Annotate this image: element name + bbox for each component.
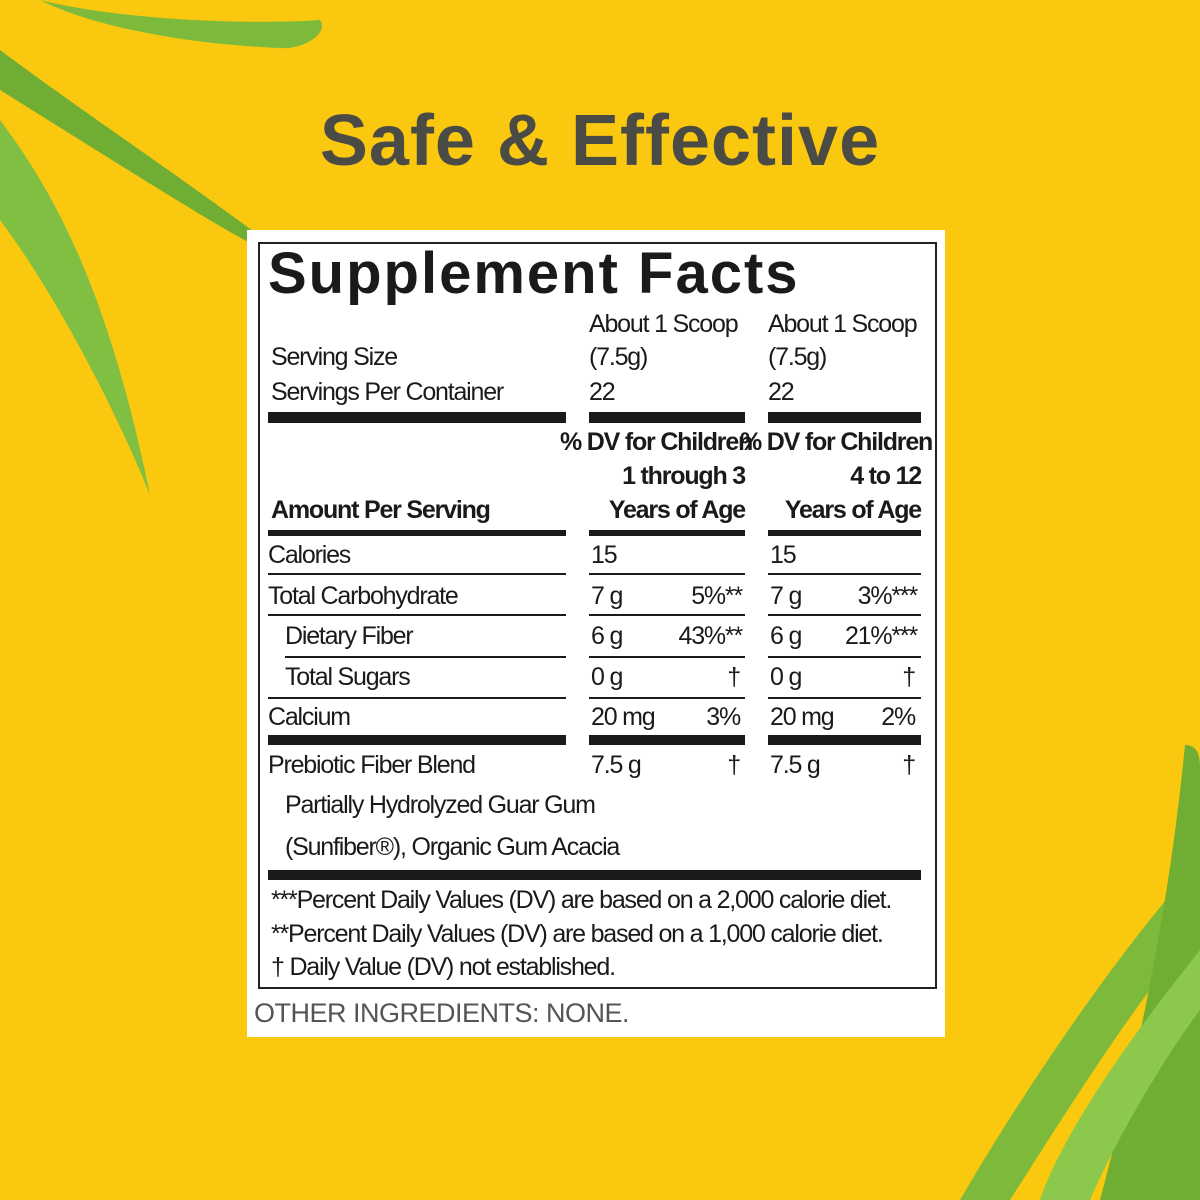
col1-amount: 15 — [591, 541, 618, 569]
divider-thick — [268, 412, 566, 423]
divider-thin — [589, 697, 745, 699]
col2-dv: 2% — [881, 703, 916, 731]
supplement-facts-title: Supplement Facts — [268, 241, 800, 306]
divider-thin — [589, 656, 745, 658]
col2-dv: † — [902, 663, 916, 691]
supplement-facts-panel — [247, 230, 945, 1037]
divider-thin — [768, 573, 921, 575]
col2-amount: 0 g — [770, 663, 802, 691]
nutrient-name: Dietary Fiber — [285, 622, 414, 650]
col2-dv-line2: 4 to 12 — [850, 462, 922, 490]
col1-dv: 3% — [706, 703, 741, 731]
amount-per-serving-label: Amount Per Serving — [271, 496, 491, 524]
col2-amount: 7 g — [770, 582, 802, 610]
supplement-facts-border — [258, 242, 937, 989]
divider-thin — [268, 697, 566, 699]
col1-amount: 7.5 g — [591, 751, 642, 779]
divider-thick — [768, 735, 921, 745]
divider-thick — [268, 735, 566, 745]
divider-medium — [268, 530, 566, 536]
divider-thick — [768, 412, 921, 423]
col2-dv-line1: % DV for Children — [740, 428, 933, 456]
divider-thin — [589, 573, 745, 575]
other-ingredients: OTHER INGREDIENTS: NONE. — [254, 998, 630, 1028]
col1-dv-line3: Years of Age — [608, 496, 746, 524]
col1-serving-line2: (7.5g) — [589, 343, 648, 371]
divider-thin — [285, 656, 566, 658]
nutrient-name: Prebiotic Fiber Blend — [268, 751, 476, 779]
nutrient-name: Calories — [268, 541, 351, 569]
divider-thick — [589, 412, 745, 423]
col2-serving-line1: About 1 Scoop — [768, 310, 918, 338]
col1-servings: 22 — [589, 378, 616, 406]
col2-dv: † — [902, 751, 916, 779]
serving-size-label: Serving Size — [271, 343, 398, 371]
headline: Safe & Effective — [319, 101, 881, 181]
col1-dv: 5%** — [691, 582, 743, 610]
footnote-dv-not-established: † Daily Value (DV) not established. — [271, 953, 616, 981]
col1-dv: 43%** — [678, 622, 744, 650]
col1-amount: 7 g — [591, 582, 623, 610]
divider-thin — [768, 656, 921, 658]
col2-amount: 6 g — [770, 622, 802, 650]
col2-dv: 21%*** — [844, 622, 918, 650]
divider-medium — [768, 530, 921, 536]
divider-thin — [268, 573, 566, 575]
divider-thin — [768, 614, 921, 616]
col2-dv: 3%*** — [857, 582, 919, 610]
divider-thick — [268, 870, 921, 880]
blend-ingredients-line2: (Sunfiber®), Organic Gum Acacia — [285, 833, 620, 861]
divider-thin — [589, 614, 745, 616]
col2-amount: 20 mg — [770, 703, 835, 731]
nutrient-name: Total Sugars — [285, 663, 411, 691]
col1-dv-line1: % DV for Children — [560, 428, 753, 456]
col1-amount: 0 g — [591, 663, 623, 691]
col1-serving-line1: About 1 Scoop — [589, 310, 739, 338]
divider-thin — [768, 697, 921, 699]
col2-amount: 7.5 g — [770, 751, 821, 779]
footnote-2000-calorie: ***Percent Daily Values (DV) are based o… — [271, 886, 892, 914]
divider-thick — [589, 735, 745, 745]
col2-serving-line2: (7.5g) — [768, 343, 827, 371]
col2-amount: 15 — [770, 541, 797, 569]
nutrient-name: Calcium — [268, 703, 351, 731]
col1-dv-line2: 1 through 3 — [622, 462, 746, 490]
col1-dv: † — [727, 751, 741, 779]
col1-amount: 20 mg — [591, 703, 656, 731]
col2-servings: 22 — [768, 378, 795, 406]
col1-amount: 6 g — [591, 622, 623, 650]
blend-ingredients-line1: Partially Hydrolyzed Guar Gum — [285, 791, 596, 819]
col1-dv: † — [727, 663, 741, 691]
footnote-1000-calorie: **Percent Daily Values (DV) are based on… — [271, 920, 884, 948]
divider-medium — [589, 530, 745, 536]
divider-thin — [268, 614, 566, 616]
col2-dv-line3: Years of Age — [784, 496, 922, 524]
nutrient-name: Total Carbohydrate — [268, 582, 459, 610]
servings-per-container-label: Servings Per Container — [271, 378, 504, 406]
